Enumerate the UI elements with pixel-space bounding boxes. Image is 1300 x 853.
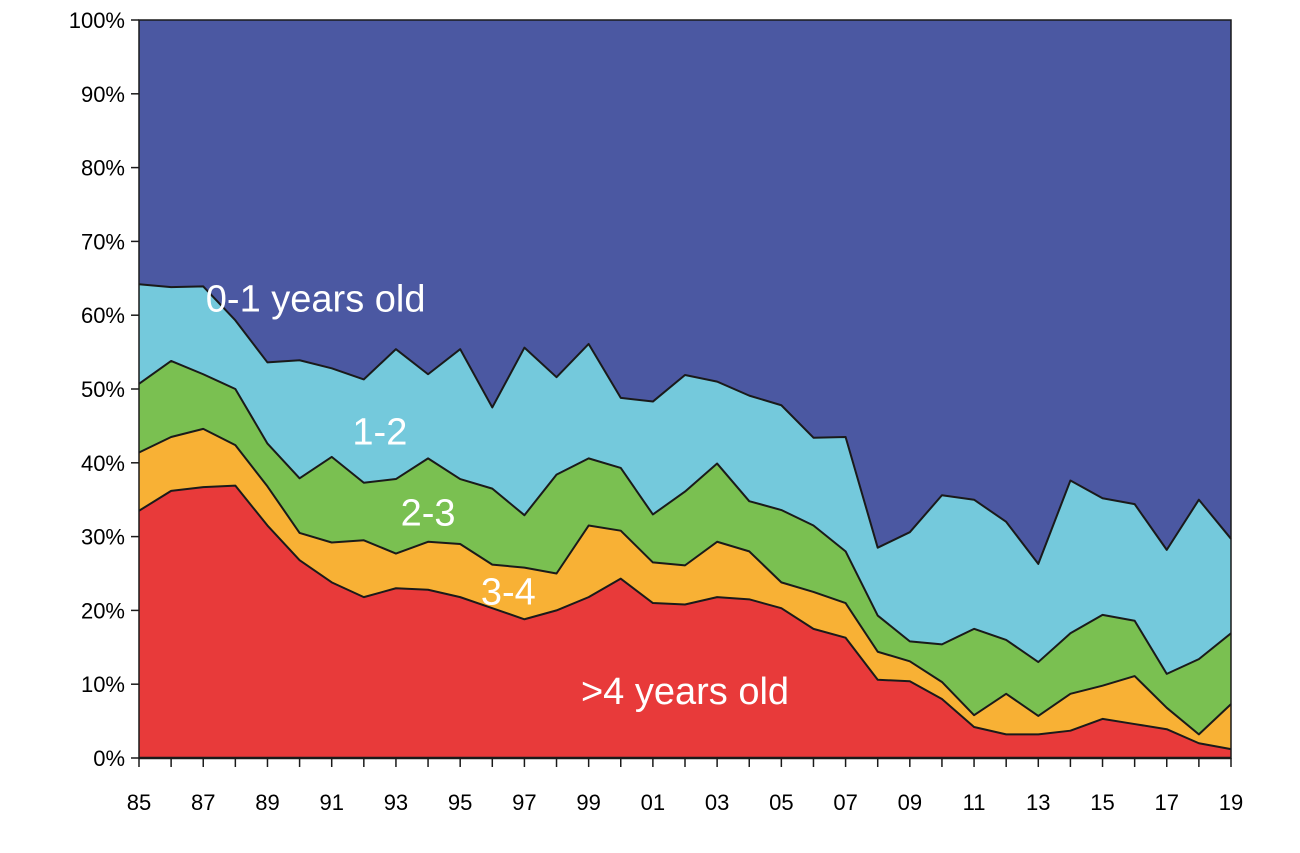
x-tick-label: 01 [641, 790, 665, 815]
axes: 0% 10% 20% 30% 40% 50% 60% 70% 80% 90% 100% 85 87 89 9… [69, 8, 1244, 815]
annotation-gt-4-years-old: >4 years old [581, 671, 789, 713]
y-tick-label: 0% [93, 746, 125, 771]
x-tick-label: 15 [1090, 790, 1114, 815]
y-tick-label: 70% [81, 229, 125, 254]
x-tick-label: 93 [384, 790, 408, 815]
boundary-line-gt-4-years-old [138, 484, 1232, 751]
area-2-3 [139, 360, 1231, 735]
y-tick-label: 30% [81, 525, 125, 550]
series-annotations: 0-1 years old 1-2 2-3 3-4 >4 years old [206, 279, 789, 714]
y-tick-label: 10% [81, 672, 125, 697]
x-tick-label: 95 [448, 790, 472, 815]
x-tick-label: 97 [512, 790, 536, 815]
boundary-line-1-2 [138, 283, 1232, 565]
boundary-line-3-4 [138, 427, 1232, 736]
x-tick-label: 11 [963, 790, 986, 815]
x-tick-label: 89 [255, 790, 279, 815]
annotation-2-3: 2-3 [401, 493, 456, 535]
y-tick-label: 100% [69, 8, 125, 33]
area-gt-4-years-old [139, 485, 1231, 758]
annotation-0-1-years-old: 0-1 years old [206, 279, 426, 321]
y-tick-label: 80% [81, 156, 125, 181]
y-tick-label: 50% [81, 377, 125, 402]
x-tick-label: 19 [1219, 790, 1243, 815]
x-tick-label: 85 [127, 790, 151, 815]
x-tick-label: 13 [1026, 790, 1050, 815]
x-tick-label: 91 [319, 790, 343, 815]
area-0-1-years-old [139, 20, 1231, 564]
y-tick-label: 60% [81, 303, 125, 328]
x-tick-label: 87 [191, 790, 215, 815]
annotation-3-4: 3-4 [481, 571, 536, 613]
x-tick-label: 05 [769, 790, 793, 815]
y-tick-label: 40% [81, 451, 125, 476]
annotation-1-2: 1-2 [352, 411, 407, 453]
x-tick-label: 09 [898, 790, 922, 815]
x-tick-label: 07 [833, 790, 857, 815]
area-3-4 [139, 428, 1231, 750]
y-tick-label: 20% [81, 598, 125, 623]
x-tick-label: 17 [1155, 790, 1179, 815]
x-tick-label: 99 [576, 790, 600, 815]
y-tick-label: 90% [81, 82, 125, 107]
boundary-line-2-3 [138, 359, 1232, 675]
series-areas [138, 20, 1232, 758]
area-1-2 [139, 284, 1231, 674]
x-tick-label: 03 [705, 790, 729, 815]
